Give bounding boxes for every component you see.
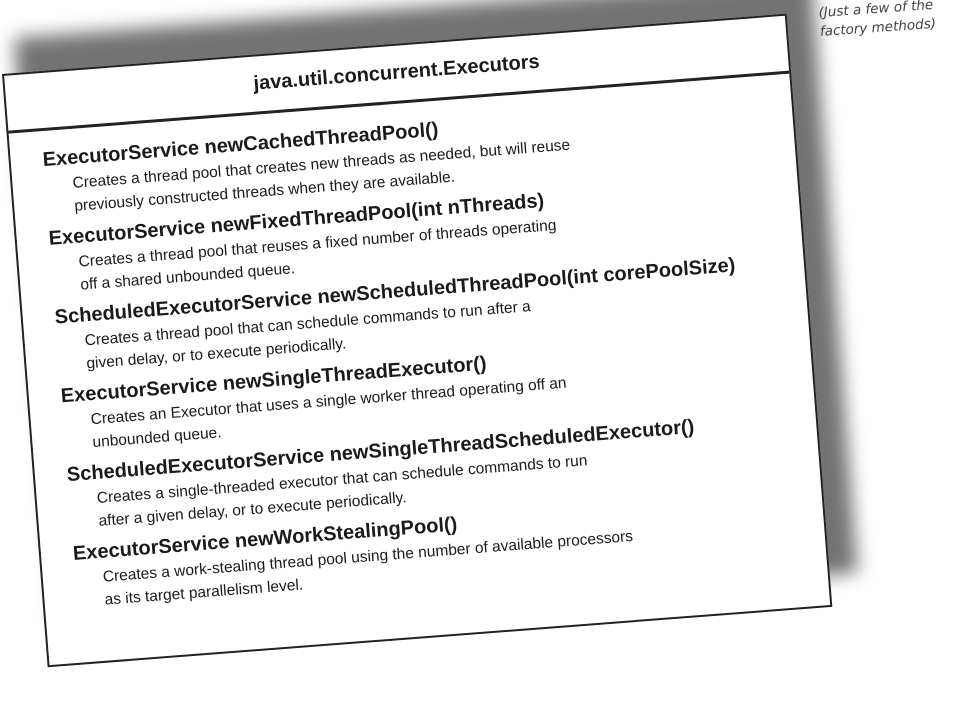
method-list: ExecutorService newCachedThreadPool() Cr… bbox=[9, 74, 827, 616]
executors-class-card: java.util.concurrent.Executors ExecutorS… bbox=[2, 13, 833, 668]
handwritten-note: (Just a few of the factory methods) bbox=[818, 0, 957, 42]
